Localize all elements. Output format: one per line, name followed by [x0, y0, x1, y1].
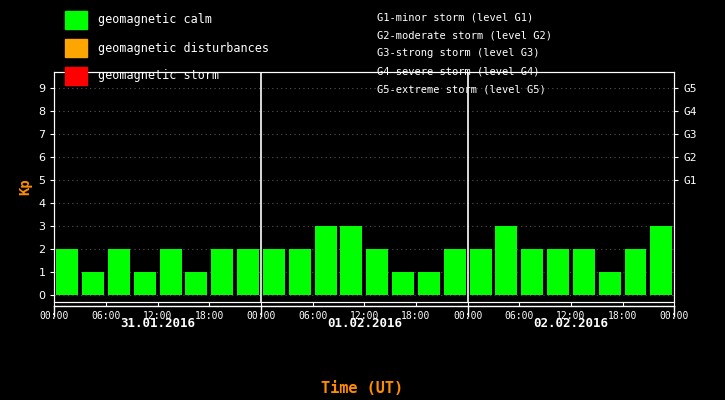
- Text: 01.02.2016: 01.02.2016: [327, 317, 402, 330]
- Bar: [599, 272, 621, 295]
- Text: 31.01.2016: 31.01.2016: [120, 317, 195, 330]
- Bar: [341, 226, 362, 295]
- Bar: [392, 272, 414, 295]
- Text: G2-moderate storm (level G2): G2-moderate storm (level G2): [377, 30, 552, 40]
- Bar: [82, 272, 104, 295]
- Bar: [624, 249, 647, 295]
- Text: G1-minor storm (level G1): G1-minor storm (level G1): [377, 12, 534, 22]
- Text: geomagnetic calm: geomagnetic calm: [98, 14, 212, 26]
- Bar: [418, 272, 440, 295]
- Text: geomagnetic disturbances: geomagnetic disturbances: [98, 42, 269, 54]
- Bar: [547, 249, 569, 295]
- Bar: [186, 272, 207, 295]
- Text: G3-strong storm (level G3): G3-strong storm (level G3): [377, 48, 539, 58]
- Text: geomagnetic storm: geomagnetic storm: [98, 70, 219, 82]
- Bar: [108, 249, 130, 295]
- Text: 02.02.2016: 02.02.2016: [534, 317, 608, 330]
- Bar: [289, 249, 311, 295]
- Bar: [160, 249, 181, 295]
- Bar: [495, 226, 518, 295]
- Text: Time (UT): Time (UT): [321, 381, 404, 396]
- Bar: [521, 249, 543, 295]
- Bar: [444, 249, 465, 295]
- Bar: [263, 249, 285, 295]
- Bar: [134, 272, 156, 295]
- Bar: [57, 249, 78, 295]
- Bar: [470, 249, 492, 295]
- Bar: [650, 226, 672, 295]
- Bar: [366, 249, 388, 295]
- Bar: [315, 226, 336, 295]
- Bar: [211, 249, 233, 295]
- Y-axis label: Kp: Kp: [19, 179, 33, 195]
- Bar: [237, 249, 259, 295]
- Bar: [573, 249, 594, 295]
- Text: G5-extreme storm (level G5): G5-extreme storm (level G5): [377, 84, 546, 94]
- Text: G4-severe storm (level G4): G4-severe storm (level G4): [377, 66, 539, 76]
